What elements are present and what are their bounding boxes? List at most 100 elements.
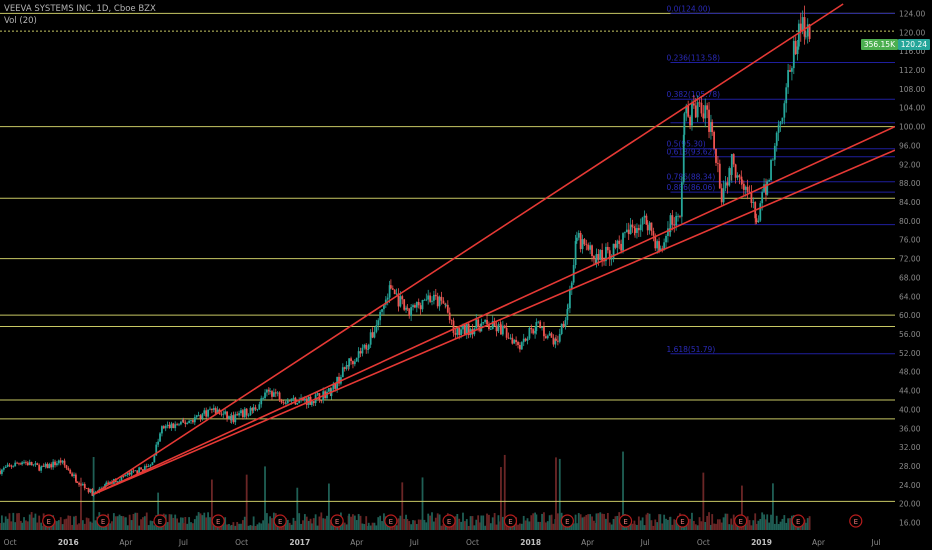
volume-bar bbox=[804, 522, 807, 530]
volume-bar bbox=[322, 518, 325, 530]
volume-bar bbox=[140, 519, 142, 530]
candle-body bbox=[87, 488, 90, 493]
candle-body bbox=[720, 188, 723, 203]
volume-bar bbox=[669, 516, 672, 530]
candle-body bbox=[179, 421, 182, 425]
x-tick-label: Apr bbox=[812, 538, 826, 547]
trendline bbox=[93, 3, 844, 495]
volume-bar bbox=[755, 523, 758, 530]
volume-bar bbox=[661, 523, 664, 530]
volume-bar bbox=[138, 525, 141, 530]
candle-body bbox=[228, 416, 230, 419]
volume-bar bbox=[288, 522, 291, 530]
volume-bar bbox=[258, 522, 261, 530]
candle-body bbox=[446, 304, 449, 313]
earnings-marker bbox=[96, 514, 110, 528]
volume-bar bbox=[81, 520, 84, 530]
volume-bar bbox=[614, 516, 617, 530]
candle-body bbox=[524, 338, 527, 341]
candle-body bbox=[552, 337, 555, 345]
x-tick-label: Oct bbox=[4, 538, 17, 547]
chart-title: VEEVA SYSTEMS INC, 1D, Cboe BZX bbox=[4, 4, 156, 14]
candle-body bbox=[599, 249, 602, 260]
earnings-marker-label: E bbox=[623, 518, 627, 526]
volume-indicator-label[interactable]: Vol (20) bbox=[4, 16, 37, 26]
volume-bar bbox=[535, 514, 538, 530]
volume-bar bbox=[87, 518, 90, 530]
earnings-marker bbox=[791, 514, 805, 528]
volume-bar bbox=[16, 513, 18, 530]
volume-bar bbox=[706, 515, 709, 530]
candle-body bbox=[40, 465, 43, 467]
candle-body bbox=[665, 235, 667, 243]
candle-body bbox=[792, 40, 795, 69]
volume-bar bbox=[369, 525, 372, 530]
volume-bar bbox=[637, 516, 640, 530]
x-tick-label: 2017 bbox=[289, 538, 310, 547]
volume-bar bbox=[269, 516, 271, 530]
candle-body bbox=[332, 383, 335, 390]
volume-bar bbox=[264, 466, 266, 530]
earnings-marker bbox=[675, 514, 690, 528]
candle-body bbox=[500, 324, 502, 335]
candle-body bbox=[188, 420, 191, 424]
candle-body bbox=[288, 400, 291, 402]
candle-body bbox=[511, 337, 514, 344]
candle-body bbox=[19, 463, 22, 465]
volume-bar bbox=[176, 518, 179, 530]
volume-bar bbox=[779, 521, 782, 530]
earnings-marker-label: E bbox=[738, 518, 742, 526]
x-tick-label: 2018 bbox=[520, 538, 541, 547]
y-axis[interactable]: 124.00 120.00 116.00 112.00 108.00 104.00 100.… bbox=[895, 0, 932, 550]
candle-body bbox=[286, 400, 289, 404]
candle-body bbox=[159, 433, 161, 442]
volume-bar bbox=[482, 515, 485, 530]
candle-body bbox=[646, 224, 649, 231]
volume-bar bbox=[781, 518, 784, 530]
candle-body bbox=[25, 462, 27, 464]
candle-body bbox=[0, 469, 3, 474]
candle-body bbox=[667, 228, 669, 236]
volume-bar bbox=[232, 522, 235, 530]
volume-bar bbox=[775, 515, 778, 530]
candle-body bbox=[696, 102, 699, 118]
candle-body bbox=[581, 239, 584, 250]
candle-body bbox=[391, 288, 394, 290]
x-axis[interactable]: Oct 2016 Apr Jul Oct 2017 Apr Jul Oct 2018 Apr Jul O… bbox=[0, 532, 932, 550]
volume-bar bbox=[488, 514, 490, 530]
candle-body bbox=[417, 301, 420, 306]
volume-bar bbox=[548, 515, 551, 530]
volume-bar bbox=[343, 522, 346, 530]
volume-bar bbox=[722, 517, 725, 530]
candle-body bbox=[222, 413, 225, 415]
volume-bar bbox=[71, 524, 74, 530]
candle-body bbox=[493, 320, 496, 326]
candle-body bbox=[765, 184, 767, 195]
candle-body bbox=[528, 328, 531, 339]
volume-bar bbox=[14, 522, 17, 530]
y-tick-label: 72.00 bbox=[899, 255, 921, 264]
volume-bar bbox=[704, 522, 707, 530]
volume-bar bbox=[379, 515, 382, 530]
candle-body bbox=[711, 122, 714, 132]
volume-bar bbox=[631, 523, 634, 530]
candle-body bbox=[772, 159, 774, 161]
volume-bar bbox=[469, 516, 472, 530]
volume-bar bbox=[2, 522, 5, 530]
x-tick-label: Jul bbox=[178, 538, 188, 547]
candle-body bbox=[465, 323, 468, 335]
volume-bar bbox=[76, 524, 79, 530]
volume-bar bbox=[328, 483, 330, 530]
candle-body bbox=[393, 289, 396, 295]
candle-body bbox=[345, 365, 348, 369]
candle-body bbox=[254, 407, 257, 410]
candle-body bbox=[801, 17, 804, 31]
candle-body bbox=[76, 481, 79, 483]
candle-body bbox=[92, 492, 95, 496]
candle-body bbox=[650, 222, 653, 232]
candle-body bbox=[203, 410, 206, 414]
earnings-marker-label: E bbox=[680, 518, 684, 526]
volume-bar bbox=[639, 520, 642, 530]
candle-body bbox=[243, 408, 246, 418]
